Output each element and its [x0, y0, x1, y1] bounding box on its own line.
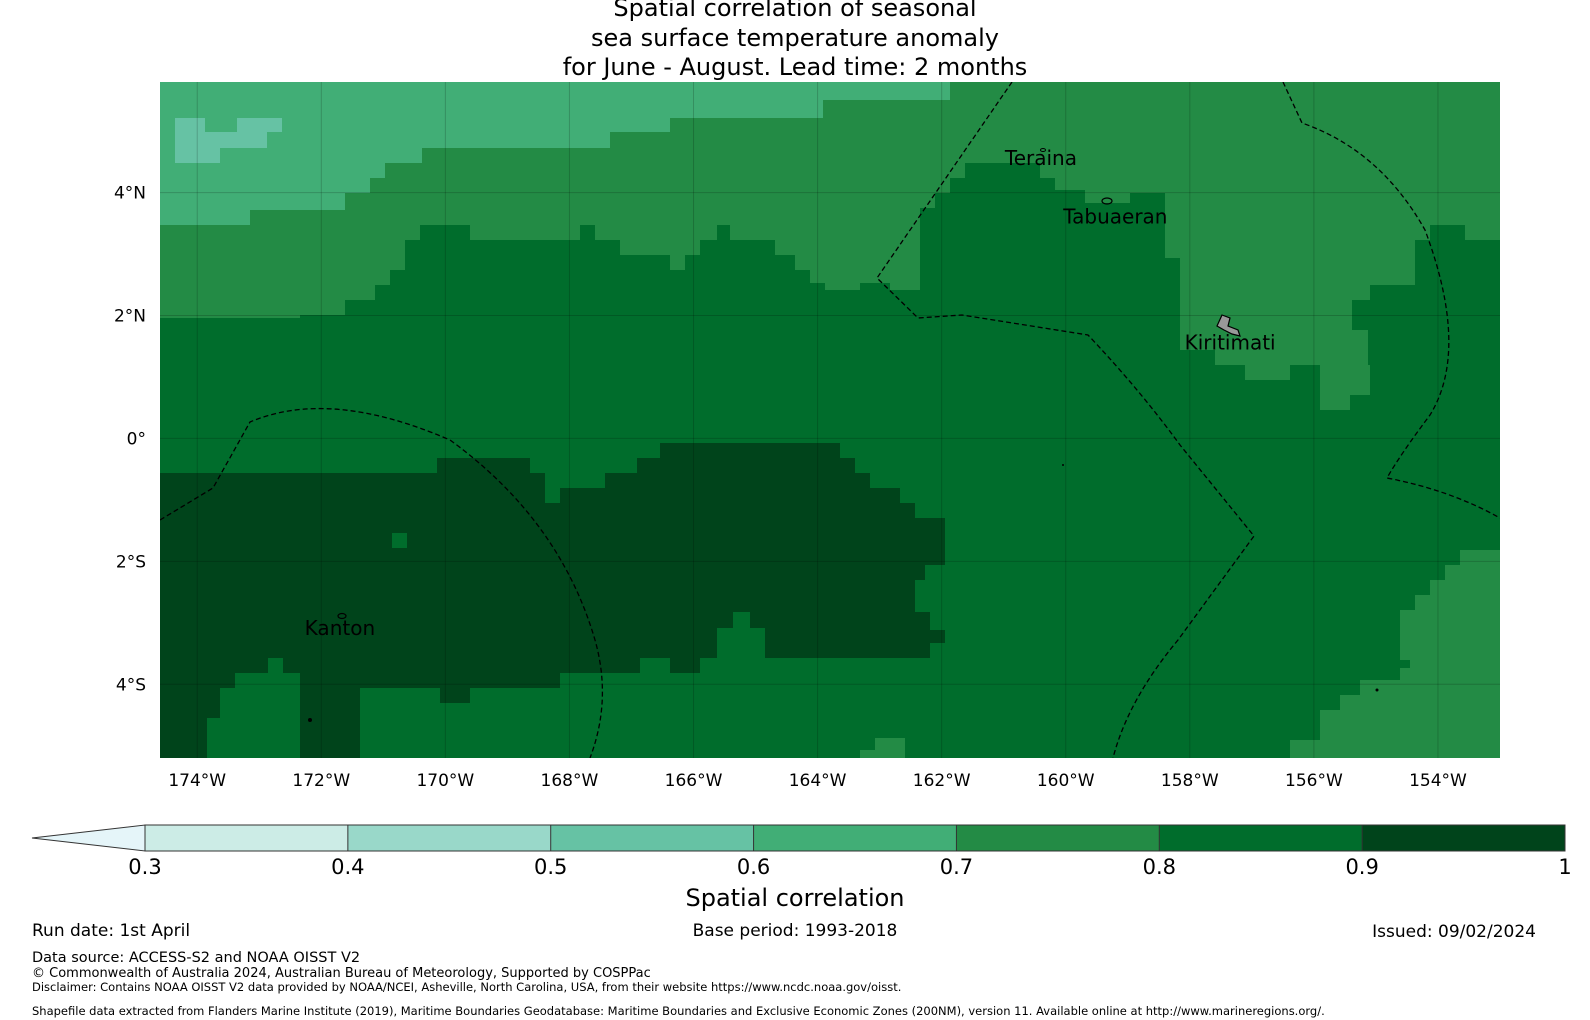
x-tick-label: 164°W — [789, 771, 847, 791]
title-line-1: Spatial correlation of seasonal — [613, 0, 977, 22]
colorbar-segment — [347, 825, 551, 851]
colorbar-segment — [753, 825, 957, 851]
colorbar-label: Spatial correlation — [685, 884, 905, 912]
colorbar-tick-label: 0.7 — [940, 855, 973, 879]
data-source: Data source: ACCESS-S2 and NOAA OISST V2 — [32, 950, 361, 966]
y-tick-label: 4°S — [116, 675, 146, 695]
y-tick-label: 4°N — [114, 184, 146, 204]
x-tick-label: 166°W — [665, 771, 723, 791]
colorbar-under-arrow — [31, 824, 146, 852]
y-tick-label: 0° — [127, 429, 146, 449]
x-tick-label: 156°W — [1285, 771, 1343, 791]
field-band-0.7-southeast — [1290, 550, 1500, 758]
x-tick-label: 154°W — [1409, 771, 1467, 791]
colorbar-segment — [956, 825, 1160, 851]
run-date: Run date: 1st April — [32, 921, 191, 941]
place-label-teraina: Teraina — [1004, 146, 1077, 170]
colorbar-tick-label: 0.8 — [1143, 855, 1176, 879]
x-axis-ticks: 174°W 172°W 170°W 168°W 166°W 164°W 162°W 160°W… — [168, 771, 1467, 791]
eez-line-islands-east — [1282, 82, 1500, 519]
graticule — [160, 82, 1500, 758]
place-label-tabuaeran: Tabuaeran — [1062, 204, 1167, 228]
colorbar-tick-label: 0.9 — [1345, 855, 1378, 879]
base-period: Base period: 1993-2018 — [692, 921, 898, 941]
x-tick-label: 158°W — [1161, 771, 1219, 791]
small-island — [1375, 688, 1379, 692]
field-band-0.9-south — [160, 443, 945, 758]
field-band-0.7-south — [860, 738, 905, 758]
colorbar-segment — [1362, 825, 1565, 851]
eez-boundaries — [160, 82, 1500, 758]
place-label-kiritimati: Kiritimati — [1185, 330, 1276, 354]
title-line-3: for June - August. Lead time: 2 months — [562, 53, 1028, 81]
colorbar-tick-label: 0.6 — [737, 855, 770, 879]
x-tick-label: 162°W — [913, 771, 971, 791]
field-band-0.8-south-patch — [207, 658, 300, 758]
y-tick-label: 2°N — [114, 307, 146, 327]
islands — [308, 148, 1379, 722]
place-labels: Teraina Tabuaeran Kiritimati Kanton — [305, 146, 1276, 640]
eez-kanton — [160, 407, 604, 758]
colorbar-tick-label: 0.3 — [128, 855, 161, 879]
shapefile-credit: Shapefile data extracted from Flanders M… — [32, 1004, 1325, 1018]
colorbar-tick-label: 1 — [1558, 855, 1571, 879]
field-band-0.6-north — [160, 82, 950, 225]
colorbar: 0.3 0.4 0.5 0.6 0.7 0.8 0.9 1 — [31, 824, 1572, 879]
title-line-2: sea surface temperature anomaly — [591, 23, 999, 52]
x-tick-label: 170°W — [416, 771, 474, 791]
colorbar-segment — [1159, 825, 1363, 851]
y-axis-ticks: 4°N 2°N 0° 2°S 4°S — [114, 184, 146, 696]
field-band-0.5-patch — [175, 118, 282, 163]
colorbar-tick-label: 0.4 — [331, 855, 364, 879]
field-band-0.7-north — [160, 82, 1500, 410]
issued-date: Issued: 09/02/2024 — [1372, 922, 1536, 942]
correlation-field — [160, 82, 1500, 758]
kanton-island — [337, 612, 347, 620]
tabuaeran-island — [1101, 197, 1113, 205]
x-tick-label: 174°W — [168, 771, 226, 791]
small-island — [308, 718, 312, 722]
field-band-0.8-dot — [392, 533, 407, 548]
eez-line-islands-north — [876, 82, 1255, 758]
colorbar-tick-label: 0.5 — [534, 855, 567, 879]
kiritimati-island — [1216, 314, 1241, 337]
colorbar-segment — [550, 825, 754, 851]
small-island — [1062, 464, 1064, 466]
colorbar-segment — [145, 825, 348, 851]
x-tick-label: 160°W — [1037, 771, 1095, 791]
teraina-island — [1040, 148, 1046, 152]
copyright: © Commonwealth of Australia 2024, Austra… — [32, 966, 651, 981]
x-tick-label: 172°W — [292, 771, 350, 791]
y-tick-label: 2°S — [116, 552, 146, 572]
disclaimer: Disclaimer: Contains NOAA OISST V2 data … — [32, 980, 902, 994]
map-title: Spatial correlation of seasonal sea surf… — [0, 0, 1590, 83]
x-tick-label: 168°W — [541, 771, 599, 791]
place-label-kanton: Kanton — [305, 616, 375, 640]
